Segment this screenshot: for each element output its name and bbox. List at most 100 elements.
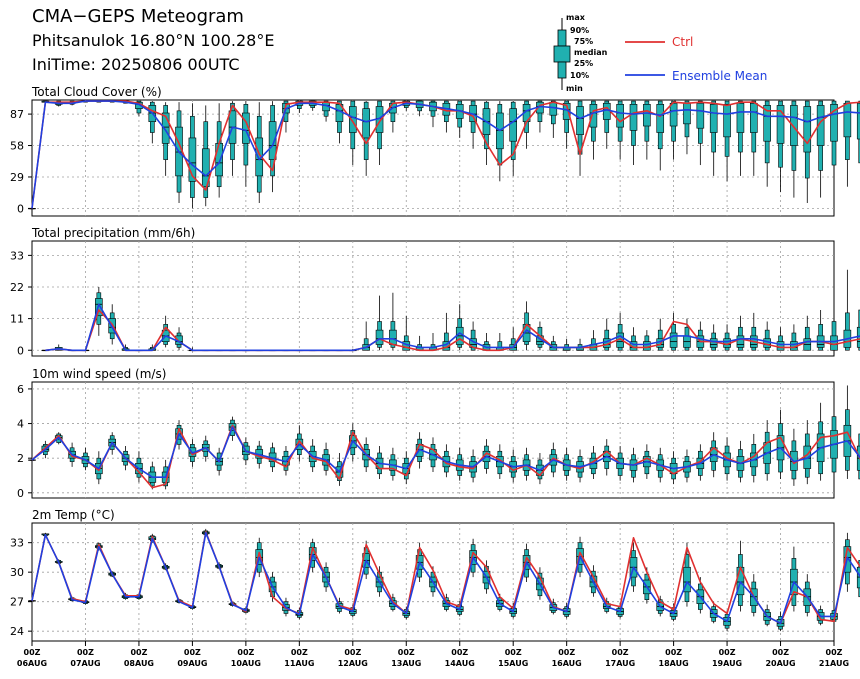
legend-label-max: max — [566, 13, 586, 22]
x-tick-label-time: 00Z — [130, 648, 147, 657]
box-inner — [856, 102, 860, 140]
wind-speed-ytick-label: 0 — [17, 487, 24, 500]
cloud-cover-box-31 — [442, 100, 451, 133]
cloud-cover-box-54 — [749, 100, 758, 176]
precipitation-box-56 — [790, 324, 798, 351]
box-inner — [161, 112, 170, 144]
x-tick-label-time: 00Z — [184, 648, 201, 657]
cloud-cover-mean-line — [31, 100, 860, 209]
x-tick-label-time: 00Z — [719, 648, 736, 657]
box-inner — [616, 104, 624, 128]
precipitation-box-52 — [736, 315, 745, 351]
cloud-cover-box-59 — [816, 100, 825, 198]
x-tick-label-time: 00Z — [398, 648, 415, 657]
temperature-frame — [31, 522, 835, 642]
cloud-cover-box-60 — [830, 100, 838, 193]
box-inner — [830, 335, 838, 351]
precipitation-box-39 — [562, 338, 571, 351]
precipitation-box-57 — [803, 315, 812, 351]
cloud-cover-box-26 — [375, 100, 384, 166]
legend-box-mid — [553, 45, 571, 63]
cloud-cover-box-36 — [509, 101, 518, 176]
cloud-cover-box-23 — [335, 100, 344, 144]
precipitation-box-47 — [669, 312, 678, 351]
box-inner — [629, 104, 638, 131]
x-tick-label-date: 15AUG — [498, 659, 528, 668]
temperature-title: 2m Temp (°C) — [32, 508, 115, 522]
cloud-cover-ytick-label: 0 — [17, 202, 24, 215]
cloud-cover-box-35 — [496, 101, 504, 182]
cloud-cover-box-57 — [790, 100, 798, 198]
wind-speed-box-0 — [28, 459, 36, 461]
box-inner — [763, 338, 771, 348]
x-tick-label-date: 14AUG — [445, 659, 475, 668]
init-time-label: IniTime: 20250806 00UTC — [32, 55, 240, 74]
temperature-box-0 — [28, 600, 36, 602]
x-tick-label-time: 00Z — [344, 648, 361, 657]
cloud-cover-box-13 — [201, 105, 210, 207]
cloud-cover-box-9 — [148, 101, 157, 144]
box-inner — [389, 329, 397, 345]
legend-label-10: 10% — [570, 71, 589, 80]
precipitation-box-25 — [375, 295, 384, 351]
cloud-cover-box-45 — [629, 100, 638, 166]
box-inner — [776, 105, 785, 144]
legend-box-upper — [557, 29, 567, 47]
cloud-cover-ytick-label: 29 — [10, 171, 24, 184]
wind-speed-ytick-label: 2 — [17, 452, 24, 465]
box-inner — [709, 104, 718, 133]
location-label: Phitsanulok 16.80°N 100.28°E — [32, 31, 275, 50]
box-inner — [736, 102, 745, 133]
temperature-ytick-label: 33 — [10, 537, 24, 550]
box-inner — [188, 137, 197, 182]
wind-speed-box-60 — [830, 395, 838, 479]
precipitation-ytick-label: 33 — [10, 249, 24, 262]
cloud-cover-box-58 — [803, 100, 812, 203]
x-tick-label-date: 18AUG — [659, 659, 689, 668]
box-inner — [589, 104, 598, 128]
cloud-cover-box-25 — [362, 101, 370, 176]
x-tick-label-date: 20AUG — [765, 659, 795, 668]
x-tick-label-date: 21AUG — [819, 659, 849, 668]
x-tick-label-date: 17AUG — [605, 659, 635, 668]
precipitation-title: Total precipitation (mm/6h) — [31, 226, 195, 240]
cloud-cover-panel: Total Cloud Cover (%) 0 29 58 87 — [10, 85, 860, 217]
x-tick-label-time: 00Z — [505, 648, 522, 657]
precipitation-box-51 — [723, 324, 731, 351]
cloud-cover-box-46 — [643, 100, 651, 160]
cloud-cover-box-32 — [455, 100, 464, 138]
cloud-cover-box-34 — [482, 101, 491, 166]
box-inner — [843, 102, 852, 138]
precipitation-box-40 — [576, 338, 584, 351]
box-inner — [602, 102, 611, 120]
precipitation-box-49 — [696, 321, 705, 351]
box-inner — [509, 108, 518, 142]
precipitation-box-26 — [389, 292, 397, 351]
precipitation-box-54 — [763, 321, 771, 351]
legend-label-25: 25% — [574, 59, 593, 68]
cloud-cover-box-33 — [469, 100, 477, 149]
box-inner — [201, 148, 210, 188]
cloud-cover-box-41 — [576, 100, 584, 176]
box-inner — [683, 566, 691, 593]
legend: max 90% 75% median 25% 10% min Ctrl Ense… — [553, 13, 767, 93]
precipitation-box-59 — [830, 281, 838, 351]
legend-label-75: 75% — [574, 37, 593, 46]
cloud-cover-title: Total Cloud Cover (%) — [31, 85, 162, 99]
temperature-ytick-label: 24 — [10, 625, 24, 638]
box-inner — [736, 335, 745, 348]
cloud-cover-box-14 — [215, 103, 223, 198]
x-tick-label-time: 00Z — [826, 648, 843, 657]
x-axis: 00Z 06AUG 00Z 07AUG 00Z 08AUG 00Z 09AUG 00Z 10AUG… — [17, 641, 849, 668]
wind-speed-mean-line — [31, 426, 860, 479]
cloud-cover-box-55 — [763, 100, 771, 187]
x-tick-label-date: 19AUG — [712, 659, 742, 668]
box-inner — [362, 108, 370, 139]
cloud-cover-box-30 — [429, 100, 437, 128]
precipitation-box-53 — [749, 312, 758, 351]
wind-speed-box-55 — [763, 420, 771, 481]
cloud-cover-box-10 — [161, 102, 170, 176]
box-inner — [643, 104, 651, 127]
box-inner — [803, 106, 812, 153]
